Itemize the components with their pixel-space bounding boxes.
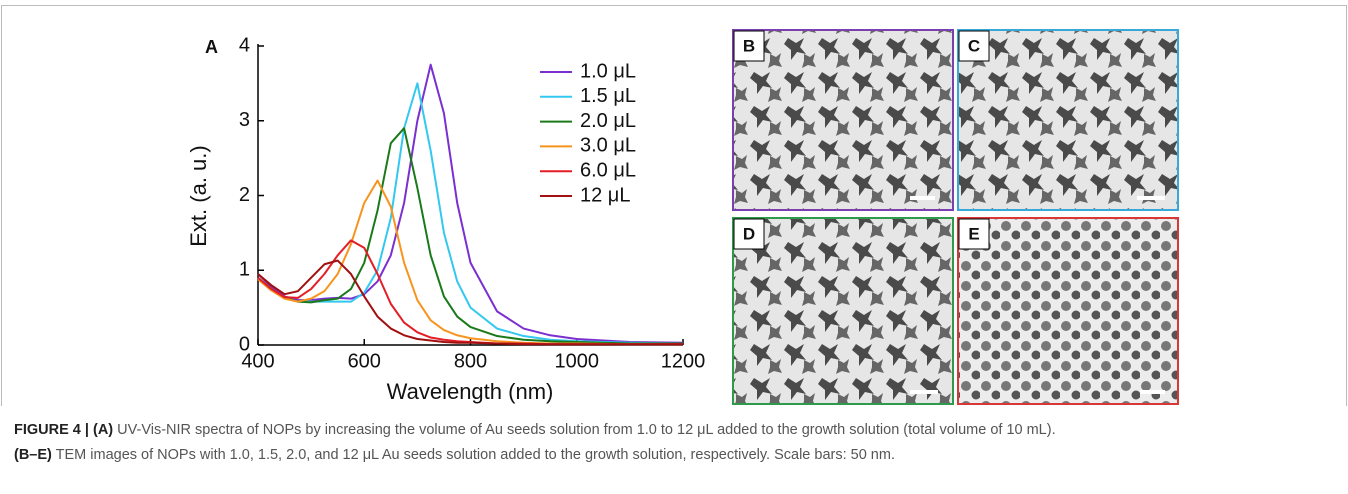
panel-label: E — [968, 224, 979, 243]
x-axis-title: Wavelength (nm) — [387, 379, 554, 404]
y-tick-label: 4 — [239, 34, 250, 56]
x-tick-label: 1200 — [661, 350, 706, 372]
panel-e: E — [957, 217, 1179, 405]
y-axis-title: Ext. (a. u.) — [186, 145, 211, 246]
caption-head: (B–E) — [14, 447, 52, 463]
y-tick-label: 1 — [239, 259, 250, 281]
x-tick-label: 1000 — [555, 350, 600, 372]
x-tick-label: 800 — [454, 350, 487, 372]
caption-text: TEM images of NOPs with 1.0, 1.5, 2.0, a… — [51, 447, 895, 463]
spectrum-line — [257, 259, 683, 346]
x-tick-label: 400 — [241, 350, 274, 372]
label-box — [733, 218, 765, 250]
panel-d: D — [732, 217, 954, 405]
caption-paragraph: FIGURE 4 | (A) UV-Vis-NIR spectra of NOP… — [14, 418, 1334, 443]
panel-label: A — [205, 37, 218, 57]
label-box — [958, 30, 990, 62]
tem-image — [732, 217, 954, 405]
figure-frame — [1, 5, 1347, 406]
y-tick-label: 2 — [239, 184, 250, 206]
legend-label: 2.0 μL — [580, 110, 636, 132]
label-box — [958, 218, 990, 250]
figure: B C D E A Wavelength (nm) Ext. (a. u.) 0… — [186, 29, 1179, 405]
panel-label: B — [743, 36, 755, 55]
caption-head: FIGURE 4 | (A) — [14, 422, 114, 438]
legend-label: 1.5 μL — [580, 85, 636, 107]
legend-label: 6.0 μL — [580, 159, 636, 181]
legend-label: 1.0 μL — [580, 60, 636, 82]
panel-label: C — [968, 36, 980, 55]
tem-image — [732, 29, 954, 211]
spectrum-line — [257, 127, 683, 345]
caption: FIGURE 4 | (A) UV-Vis-NIR spectra of NOP… — [14, 418, 1334, 468]
panel-c: C — [957, 29, 1179, 211]
panel-label: D — [743, 224, 755, 243]
x-tick-label: 600 — [348, 350, 381, 372]
y-tick-label: 3 — [239, 109, 250, 131]
panel-b: B — [732, 29, 954, 211]
label-box — [733, 30, 765, 62]
tem-image — [957, 217, 1179, 405]
legend-label: 12 μL — [580, 184, 630, 206]
caption-text: UV-Vis-NIR spectra of NOPs by increasing… — [113, 422, 1056, 438]
caption-paragraph: (B–E) TEM images of NOPs with 1.0, 1.5, … — [14, 443, 1334, 468]
tem-image — [957, 29, 1179, 211]
legend-label: 3.0 μL — [580, 135, 636, 157]
y-tick-label: 0 — [239, 333, 250, 355]
